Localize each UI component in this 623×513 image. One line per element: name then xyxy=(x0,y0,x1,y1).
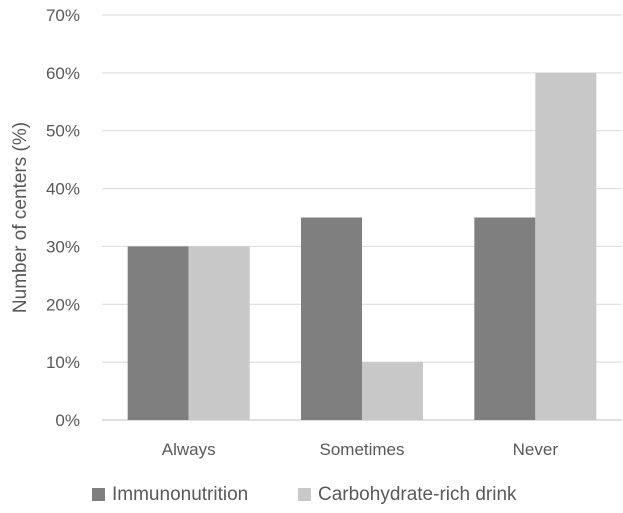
bar-immunonutrition-never xyxy=(474,217,536,420)
y-axis-title: Number of centers (%) xyxy=(10,122,31,313)
legend-label: Immunonutrition xyxy=(112,484,248,505)
x-tick-label: Never xyxy=(513,440,559,459)
bar-carbohydrate-rich-drink-always xyxy=(188,246,250,420)
y-tick-label: 60% xyxy=(46,64,80,83)
y-tick-label: 70% xyxy=(46,6,80,25)
bar-immunonutrition-always xyxy=(127,246,189,420)
bar-carbohydrate-rich-drink-sometimes xyxy=(362,362,423,420)
bar-carbohydrate-rich-drink-never xyxy=(535,72,597,420)
bar-immunonutrition-sometimes xyxy=(301,217,362,420)
legend: Immunonutrition Carbohydrate-rich drink xyxy=(92,484,517,505)
x-tick-labels: Always Sometimes Never xyxy=(162,440,559,459)
bars xyxy=(127,72,597,420)
y-tick-label: 50% xyxy=(46,122,80,141)
y-tick-label: 0% xyxy=(55,411,80,430)
legend-label: Carbohydrate-rich drink xyxy=(318,484,517,505)
x-tick-label: Always xyxy=(162,440,216,459)
x-tick-label: Sometimes xyxy=(319,440,404,459)
legend-swatch xyxy=(298,488,311,501)
y-tick-label: 40% xyxy=(46,180,80,199)
legend-swatch xyxy=(92,488,105,501)
y-tick-label: 30% xyxy=(46,237,80,256)
y-tick-labels: 0% 10% 20% 30% 40% 50% 60% 70% xyxy=(46,6,80,430)
y-tick-label: 10% xyxy=(46,353,80,372)
y-tick-label: 20% xyxy=(46,295,80,314)
